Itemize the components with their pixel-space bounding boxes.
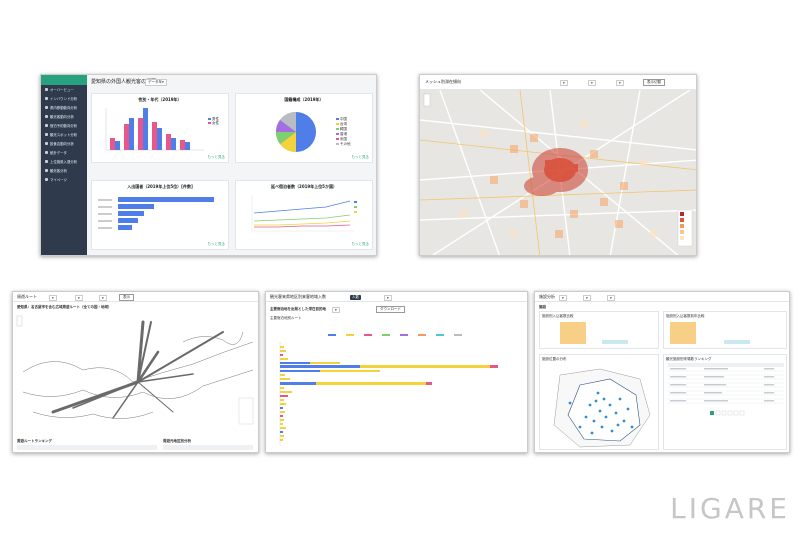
menu-icon xyxy=(45,97,48,100)
sidebar-item[interactable]: オーバービュー xyxy=(41,85,87,94)
panel-title: 施設位置の分布 xyxy=(542,357,567,361)
ranking-table xyxy=(668,363,784,416)
sidebar-item[interactable]: 観光客動向分析 xyxy=(41,112,87,121)
origin-table xyxy=(163,445,253,450)
header: 観光客来県地区別来客地域入数 人数 ▾ xyxy=(266,292,527,302)
period-select[interactable]: ▾ xyxy=(588,80,596,86)
page-title: 施設分析 xyxy=(539,294,555,299)
sidebar-item[interactable]: 県内移動動向分析 xyxy=(41,103,87,112)
switch-button[interactable]: 表示切替 xyxy=(643,79,665,86)
header: メッシュ別滞在傾向 ▾ ▾ ▾ 表示切替 xyxy=(420,75,696,90)
card-title: 国籍構成（2019年） xyxy=(284,97,324,102)
sidebar-item[interactable]: インバウンド分析 xyxy=(41,94,87,103)
ranking-table xyxy=(17,445,157,450)
show-button[interactable]: 表示 xyxy=(119,294,134,301)
year-select[interactable]: ▾ xyxy=(49,295,57,301)
facility-map[interactable] xyxy=(540,355,660,451)
chart-label: 主要宿泊地別ルート xyxy=(270,316,302,320)
sidebar-item[interactable]: マイページ xyxy=(41,175,87,184)
arrivals-card: 入出国者（2019年上位5位）[件数] もっと見る xyxy=(91,180,229,250)
year-select[interactable]: データ年▾ xyxy=(145,79,167,86)
menu-icon xyxy=(45,124,48,127)
panel-title: 施設別入込客数比較 xyxy=(542,314,574,318)
menu-icon xyxy=(45,169,48,172)
sidebar-item[interactable]: 観光スポット分析 xyxy=(41,130,87,139)
heat-map[interactable] xyxy=(420,90,697,256)
year-select[interactable]: ▾ xyxy=(560,80,568,86)
brand-bar xyxy=(41,75,87,85)
legend-label: 男性 xyxy=(212,117,219,121)
country-select[interactable]: ▾ xyxy=(75,295,83,301)
facility-screenshot: 施設分析 ▾ ▾ ▾ 施設 施設別入込客数比較 施設別入込客数前年比較 施設位置… xyxy=(534,291,790,453)
nationality-card: 国籍構成（2019年） 中国 台湾 韓国 香港 米国 その他 もっと見る xyxy=(235,93,373,163)
sidebar-item[interactable]: 統計データ xyxy=(41,148,87,157)
area-select[interactable]: ▾ xyxy=(583,295,591,301)
watermark-logo: LIGARE xyxy=(670,492,790,525)
period-select[interactable]: ▾ xyxy=(384,295,392,301)
menu-icon xyxy=(45,106,48,109)
section-title: 施設 xyxy=(539,305,546,309)
facility-select[interactable]: ▾ xyxy=(607,295,615,301)
header: 施設分析 ▾ ▾ ▾ xyxy=(535,292,789,302)
route-screenshot: 周遊ルート ▾ ▾ ▾ 表示 愛知県：名古屋市を含む広域周遊ルート（全ての国・地… xyxy=(12,291,259,453)
legend-label: 米国 xyxy=(340,137,347,141)
route-subtitle: 愛知県：名古屋市を含む広域周遊ルート（全ての国・地域） xyxy=(17,305,112,309)
page-title: 愛知県の外国人観光客の概要 xyxy=(91,79,157,85)
mode-select[interactable]: ▾ xyxy=(616,80,624,86)
year-select[interactable]: ▾ xyxy=(559,295,567,301)
more-link[interactable]: もっと見る xyxy=(207,242,226,246)
menu-icon xyxy=(45,88,48,91)
page-title: 観光客来県地区別来客地域入数 xyxy=(270,294,326,299)
heatmap-screenshot: メッシュ別滞在傾向 ▾ ▾ ▾ 表示切替 xyxy=(419,74,697,256)
sidebar-item[interactable]: 宿泊予約動向分析 xyxy=(41,121,87,130)
card-title: 入出国者（2019年上位5位）[件数] xyxy=(127,184,193,189)
sidebar-item[interactable]: 上位施設入退分析 xyxy=(41,157,87,166)
legend-label: 台湾 xyxy=(340,122,347,126)
menu-icon xyxy=(45,133,48,136)
mode-badge[interactable]: 人数 xyxy=(350,295,361,300)
legend-label: 中国 xyxy=(340,117,347,121)
page-title: メッシュ別滞在傾向 xyxy=(425,79,461,84)
more-link[interactable]: もっと見る xyxy=(351,242,370,246)
yoy-card: 施設別入込客数前年比較 xyxy=(663,311,787,349)
legend-label: 香港 xyxy=(340,132,347,136)
download-button[interactable]: ダウンロード xyxy=(376,306,405,313)
chart-subtitle: 主要宿泊地を出発とした滞在目的地 xyxy=(270,307,326,311)
lodging-card: 延べ宿泊者数（2019年上位5か国） もっと見る xyxy=(235,180,373,250)
menu-icon xyxy=(45,142,48,145)
origin-select[interactable]: ▾ xyxy=(332,307,340,313)
card-title: 延べ宿泊者数（2019年上位5か国） xyxy=(271,184,337,189)
sidebar: オーバービュー インバウンド分析 県内移動動向分析 観光客動向分析 宿泊予約動向… xyxy=(41,75,87,255)
visitors-card: 施設別入込客数比較 xyxy=(539,311,659,349)
menu-icon xyxy=(45,178,48,181)
menu-icon xyxy=(45,115,48,118)
card-title: 性別・年代（2019年） xyxy=(138,97,182,102)
page-title: 周遊ルート xyxy=(17,294,37,299)
panel-title: 観光施設別来場数ランキング xyxy=(666,357,712,361)
map-card: 施設位置の分布 xyxy=(539,354,659,450)
more-link[interactable]: もっと見る xyxy=(207,155,226,159)
gender-age-card: 性別・年代（2019年） 男性 女性 もっと見る xyxy=(91,93,229,163)
stacked-bar-chart xyxy=(279,334,498,446)
route-map[interactable] xyxy=(13,312,259,432)
legend-label: 女性 xyxy=(212,121,219,125)
menu-icon xyxy=(45,160,48,163)
dashboard-screenshot: オーバービュー インバウンド分析 県内移動動向分析 観光客動向分析 宿泊予約動向… xyxy=(40,74,377,256)
origin-title: 周遊元地区別分析 xyxy=(163,439,191,443)
more-link[interactable]: もっと見る xyxy=(351,155,370,159)
ranking-card: 観光施設別来場数ランキング xyxy=(663,354,787,450)
header: 周遊ルート ▾ ▾ ▾ 表示 xyxy=(13,292,258,302)
legend-label: その他 xyxy=(340,142,351,146)
menu-icon xyxy=(45,151,48,154)
ranking-title: 周遊ルートランキング xyxy=(17,439,52,443)
area-select[interactable]: ▾ xyxy=(99,295,107,301)
main-panel: 愛知県の外国人観光客の概要 データ年▾ 性別・年代（2019年） 男性 女性 も… xyxy=(87,75,376,255)
sidebar-item[interactable]: 飲食店動向分析 xyxy=(41,139,87,148)
panel-title: 施設別入込客数前年比較 xyxy=(666,314,705,318)
visitor-chart-screenshot: 観光客来県地区別来客地域入数 人数 ▾ 主要宿泊地を出発とした滞在目的地 ▾ ダ… xyxy=(265,291,528,453)
sidebar-item[interactable]: 観光客分析 xyxy=(41,166,87,175)
legend-label: 韓国 xyxy=(340,127,347,131)
